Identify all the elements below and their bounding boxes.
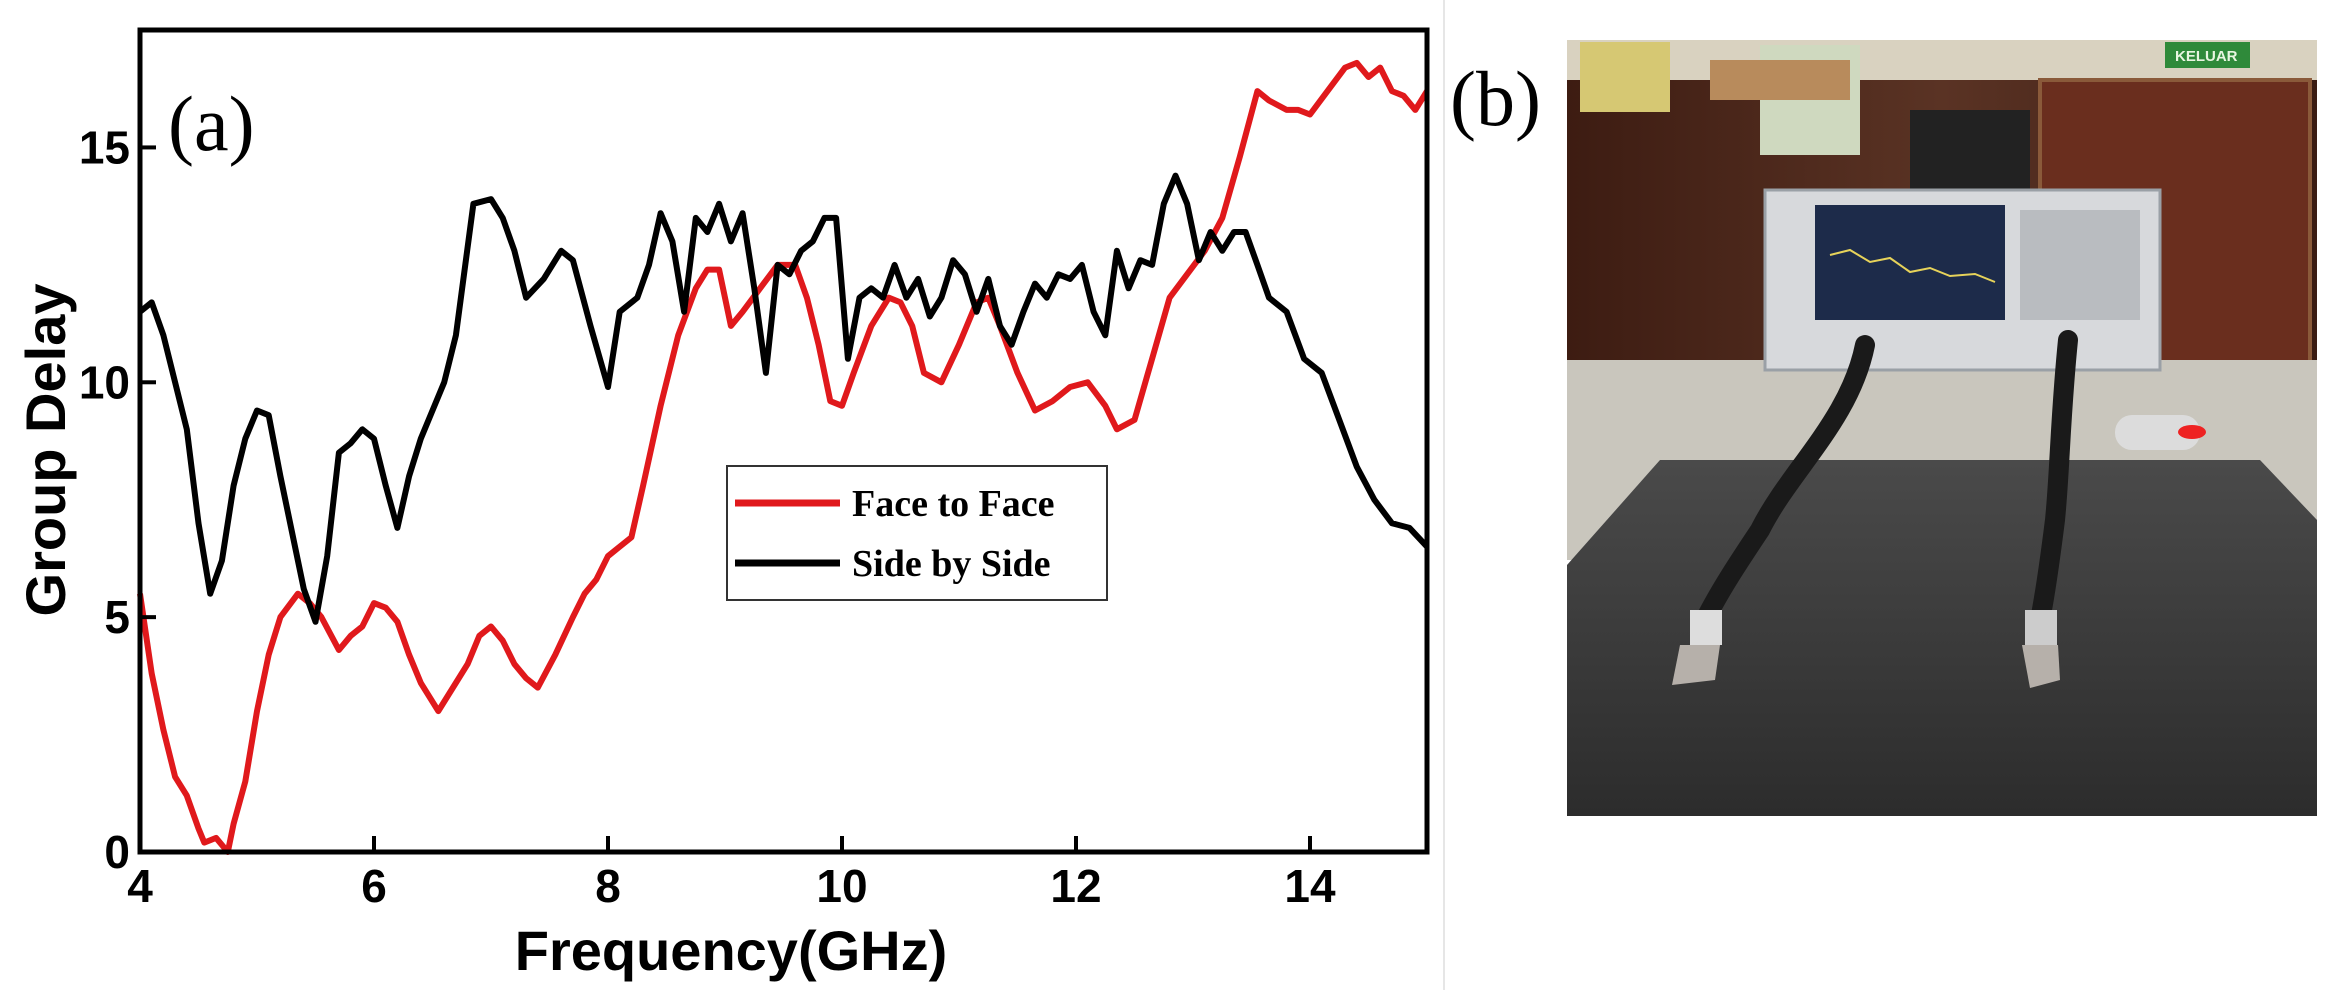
photo-shelf-equipment [1910, 110, 2030, 190]
legend-box [726, 465, 1108, 601]
legend-label-side-by-side: Side by Side [852, 543, 1051, 585]
measurement-setup-photo: KELUAR [1567, 40, 2317, 816]
panel-a-label: (a) [168, 80, 255, 167]
x-axis-title: Frequency(GHz) [515, 919, 948, 982]
y-tick-label: 10 [79, 356, 130, 408]
y-tick-label: 0 [104, 826, 130, 878]
y-tick-label: 15 [79, 121, 130, 173]
x-tick-label: 10 [816, 860, 867, 912]
y-axis-title: Group Delay [14, 284, 77, 617]
photo-foam-pad [1567, 460, 2317, 816]
legend: Face to Face Side by Side [726, 465, 1108, 601]
photo-antenna-right [2022, 645, 2060, 688]
x-tick-label: 4 [127, 860, 153, 912]
plot-frame [137, 27, 1430, 855]
photo-exit-sign [2165, 42, 2250, 68]
series-line-side-by-side [138, 172, 1430, 625]
panel-a-chart: 4 6 8 10 12 14 0 5 10 15 (a) Frequency(GHz) Group… [14, 27, 1430, 982]
legend-label-face-to-face: Face to Face [852, 483, 1055, 525]
panel-b-label: (b) [1450, 55, 1541, 142]
photo-cable-right [2030, 330, 2078, 630]
x-tick-label: 12 [1050, 860, 1101, 912]
x-tick-label: 8 [595, 860, 621, 912]
photo-exit-sign-text: KELUAR [2175, 48, 2238, 65]
photo-analyzer-keypad [2020, 210, 2140, 320]
photo-shelf [1710, 60, 1850, 100]
series-line-face-to-face [137, 59, 1430, 855]
axis-ticks: 4 6 8 10 12 14 0 5 10 15 [79, 121, 1336, 912]
plot-lines [137, 59, 1430, 855]
panel-b-photo: (b) [1450, 40, 2317, 816]
photo-connector-right [2025, 610, 2057, 645]
photo-notice-board [1580, 42, 1670, 112]
x-tick-label: 14 [1284, 860, 1336, 912]
photo-mouse-light [2178, 425, 2206, 439]
photo-mouse [2115, 415, 2200, 450]
photo-antenna-left [1672, 645, 1720, 685]
y-tick-label: 5 [104, 591, 130, 643]
photo-cable-left [1695, 335, 1875, 630]
photo-screen-trace [1829, 248, 1996, 283]
photo-connector-left [1690, 610, 1722, 645]
x-tick-label: 6 [361, 860, 387, 912]
photo-analyzer-screen [1815, 205, 2005, 320]
